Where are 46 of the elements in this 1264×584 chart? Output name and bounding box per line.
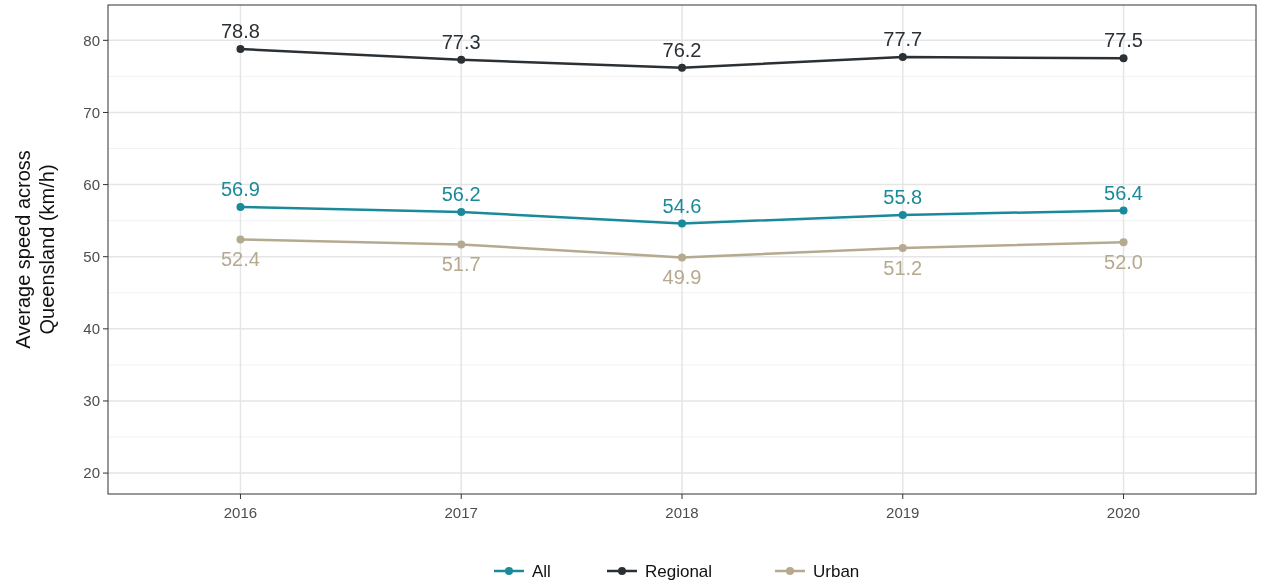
point [1119, 206, 1128, 215]
point [457, 240, 466, 249]
data-label: 56.2 [441, 183, 481, 205]
data-label: 49.9 [662, 266, 702, 289]
x-tick-label: 2016 [223, 504, 258, 521]
x-tick-label: 2017 [444, 504, 478, 521]
point [457, 208, 466, 216]
y-tick-label: 30 [83, 392, 100, 410]
y-axis-title: Average speed across Queensland (km/h) [12, 150, 58, 349]
point [678, 219, 686, 228]
y-tick-label: 80 [83, 31, 100, 49]
data-label: 51.2 [883, 257, 923, 280]
point [678, 253, 686, 262]
data-label: 51.7 [441, 253, 481, 276]
point [236, 45, 245, 53]
data-label: 77.5 [1104, 29, 1144, 52]
data-label: 52.0 [1104, 251, 1144, 274]
data-label: 52.4 [220, 248, 260, 271]
point [898, 244, 907, 253]
legend-label: Urban [813, 561, 860, 581]
x-tick-label: 2018 [665, 504, 699, 521]
point [236, 202, 245, 211]
point [236, 235, 245, 244]
data-label: 55.8 [883, 185, 923, 208]
y-tick-label: 70 [83, 103, 100, 121]
point [1119, 54, 1128, 63]
data-label: 77.7 [883, 27, 923, 50]
data-label: 76.2 [662, 38, 702, 61]
point [898, 52, 907, 61]
y-tick-label: 20 [83, 464, 100, 482]
point [457, 55, 466, 64]
point [898, 210, 907, 219]
y-tick-label: 40 [83, 320, 100, 338]
legend-label: All [532, 561, 551, 581]
y-tick-label: 60 [83, 175, 100, 193]
x-tick-label: 2020 [1106, 504, 1141, 521]
data-label: 78.8 [220, 20, 260, 42]
point [1119, 238, 1128, 247]
data-label: 77.3 [441, 30, 481, 53]
data-label: 56.9 [220, 177, 260, 200]
legend-label: Regional [645, 561, 713, 581]
y-tick-label: 50 [83, 247, 100, 265]
x-tick-label: 2019 [886, 504, 920, 521]
data-label: 54.6 [662, 194, 702, 217]
point [678, 63, 686, 72]
data-label: 56.4 [1104, 181, 1144, 204]
